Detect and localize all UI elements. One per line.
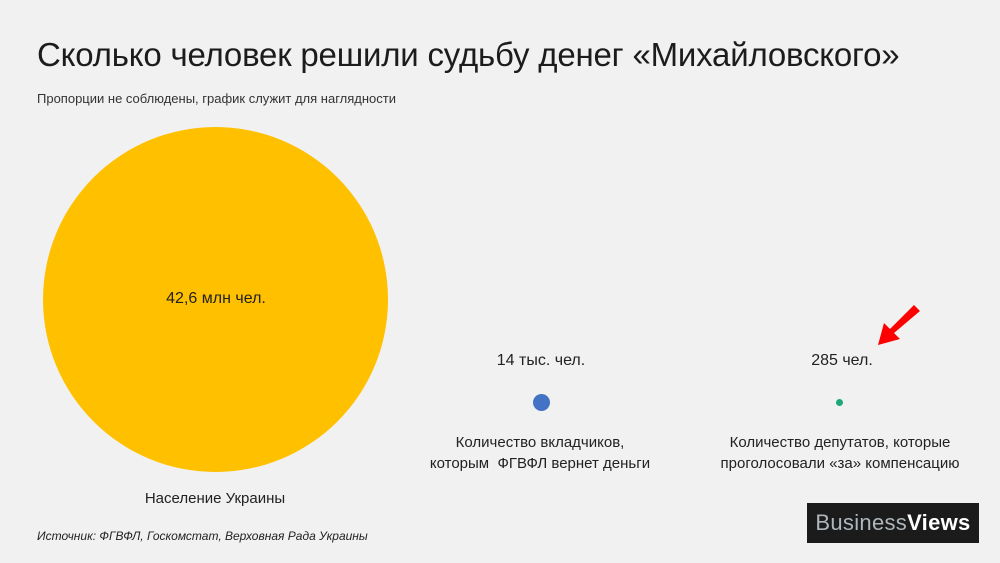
depositors-value-label: 14 тыс. чел. bbox=[496, 352, 586, 369]
chart-subtitle: Пропорции не соблюдены, график служит дл… bbox=[37, 91, 396, 106]
logo-part-views: Views bbox=[907, 510, 971, 535]
depositors-bubble bbox=[533, 394, 550, 411]
deputies-category-line-1: Количество депутатов, которые bbox=[729, 434, 951, 451]
deputies-bubble bbox=[836, 399, 843, 406]
deputies-category-label: Количество депутатов, которые проголосов… bbox=[690, 432, 990, 474]
population-value-label: 42,6 млн чел. bbox=[166, 290, 266, 307]
population-bubble bbox=[43, 127, 388, 472]
red-arrow-icon bbox=[878, 305, 920, 345]
chart-title: Сколько человек решили судьбу денег «Мих… bbox=[37, 36, 900, 73]
population-category-label: Население Украины bbox=[144, 490, 286, 507]
deputies-value-label: 285 чел. bbox=[811, 352, 873, 369]
source-note: Источник: ФГВФЛ, Госкомстат, Верховная Р… bbox=[37, 529, 368, 543]
logo-part-business: Business bbox=[815, 510, 908, 535]
deputies-category-line-2: проголосовали «за» компенсацию bbox=[720, 455, 960, 472]
depositors-category-label: Количество вкладчиков, которым ФГВФЛ вер… bbox=[390, 432, 690, 474]
depositors-category-line-1: Количество вкладчиков, bbox=[455, 434, 625, 451]
businessviews-logo: Business Views bbox=[807, 503, 979, 543]
depositors-category-line-2: которым ФГВФЛ вернет деньги bbox=[429, 455, 651, 472]
